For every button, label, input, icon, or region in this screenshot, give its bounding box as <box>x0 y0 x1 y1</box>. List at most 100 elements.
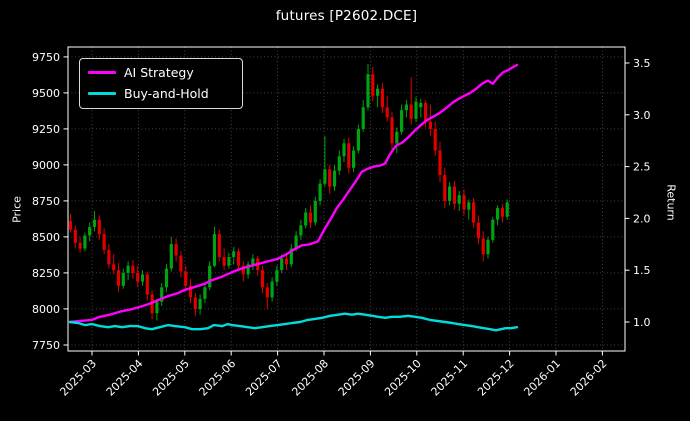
candle-body <box>241 265 245 275</box>
price-tick-label: 9750 <box>32 51 60 64</box>
candle-body <box>73 229 77 243</box>
candle-body <box>160 287 164 302</box>
date-tick-label: 2025-10 <box>382 357 424 399</box>
legend-label: AI Strategy <box>124 65 194 80</box>
candle-body <box>304 212 308 226</box>
candle-body <box>131 265 135 273</box>
candle-body <box>467 202 471 210</box>
legend-item-ai-strategy: AI Strategy <box>88 64 232 81</box>
candle-body <box>246 264 250 275</box>
return-tick-label: 2.5 <box>633 161 651 174</box>
axis-ticks <box>63 56 630 356</box>
candle-body <box>164 268 169 288</box>
return-tick-label: 3.5 <box>633 57 651 70</box>
candle-body <box>452 186 456 204</box>
candle-body <box>491 219 495 240</box>
candle-body <box>404 104 408 111</box>
price-tick-label: 9500 <box>32 87 60 100</box>
ai-strategy-line <box>68 63 519 324</box>
price-tick-label: 9250 <box>32 123 60 136</box>
candle-body <box>299 225 303 236</box>
candle-body <box>318 183 322 201</box>
candle-body <box>419 103 423 108</box>
candle-body <box>313 200 317 223</box>
candle-body <box>361 107 365 129</box>
candle-body <box>280 258 284 270</box>
candle-body <box>462 195 466 210</box>
candle-body <box>376 88 380 96</box>
candle-body <box>208 265 212 288</box>
candle-body <box>232 251 236 258</box>
candle-body <box>332 170 337 187</box>
candle-body <box>342 143 346 157</box>
price-tick-label: 8000 <box>32 303 60 316</box>
candle-body <box>83 235 87 249</box>
candle-body <box>472 202 476 223</box>
candle-body <box>496 208 500 220</box>
candle-body <box>481 238 485 255</box>
candle-body <box>203 287 207 299</box>
candle-body <box>222 257 226 266</box>
date-tick-label: 2026-01 <box>521 357 563 399</box>
candle-body <box>188 285 193 298</box>
candlestick-layer <box>68 64 509 321</box>
candle-body <box>385 107 389 118</box>
price-axis-label: Price <box>10 196 24 223</box>
legend: AI Strategy Buy-and-Hold <box>79 58 243 109</box>
candle-body <box>155 301 159 314</box>
candle-body <box>428 121 432 129</box>
legend-item-buy-and-hold: Buy-and-Hold <box>88 85 232 102</box>
candle-body <box>97 219 101 235</box>
candle-body <box>112 264 116 271</box>
price-tick-label: 9000 <box>32 159 60 172</box>
candle-body <box>323 169 327 184</box>
candle-body <box>126 265 130 273</box>
candle-body <box>390 117 394 144</box>
legend-label: Buy-and-Hold <box>124 86 209 101</box>
candle-body <box>217 234 221 258</box>
candle-body <box>448 186 452 201</box>
ai-strategy-line-swatch <box>88 71 116 74</box>
date-tick-label: 2025-07 <box>243 357 285 399</box>
candle-body <box>236 251 241 266</box>
candle-body <box>179 255 183 272</box>
date-tick-label: 2025-11 <box>429 357 471 399</box>
candle-body <box>270 281 274 298</box>
candle-body <box>337 156 341 171</box>
candle-body <box>308 212 313 223</box>
candle-body <box>193 297 197 309</box>
date-tick-label: 2025-09 <box>336 357 378 399</box>
candle-body <box>347 143 351 168</box>
candle-body <box>260 270 265 288</box>
candle-body <box>116 270 121 286</box>
date-tick-label: 2026-02 <box>568 357 610 399</box>
return-tick-label: 2.0 <box>633 212 651 225</box>
candle-body <box>284 258 289 265</box>
candle-body <box>294 235 298 249</box>
candle-body <box>169 244 173 269</box>
candle-body <box>145 274 149 295</box>
date-tick-label: 2025-06 <box>197 357 239 399</box>
candle-body <box>140 274 145 282</box>
candle-body <box>275 270 279 282</box>
plot-border <box>67 46 626 352</box>
candle-body <box>476 222 480 239</box>
candle-body <box>121 272 125 286</box>
candle-body <box>88 226 92 236</box>
candle-body <box>78 242 82 249</box>
price-tick-label: 8750 <box>32 195 60 208</box>
candle-body <box>184 271 188 286</box>
candle-body <box>328 169 332 187</box>
candle-body <box>409 104 413 119</box>
candle-body <box>107 249 111 265</box>
date-tick-label: 2025-12 <box>475 357 517 399</box>
candle-body <box>500 208 504 217</box>
candle-body <box>400 110 404 132</box>
candle-body <box>68 221 73 230</box>
candle-body <box>174 244 178 256</box>
candle-body <box>356 128 360 151</box>
candle-body <box>289 248 293 265</box>
candle-body <box>212 234 217 266</box>
